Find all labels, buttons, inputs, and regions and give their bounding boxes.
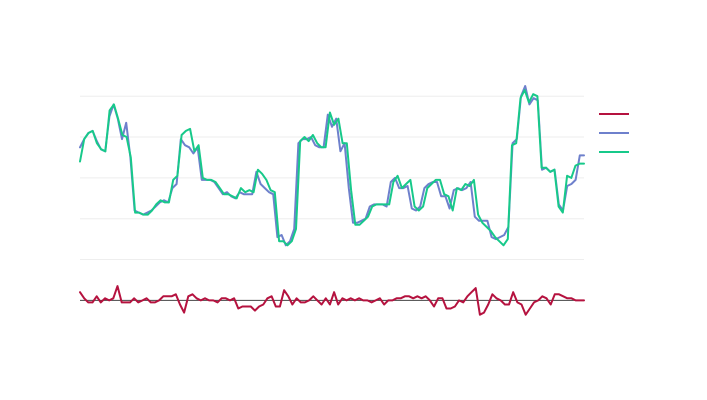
series-line-1[interactable] [79, 285, 585, 316]
series-line-3[interactable] [79, 89, 585, 247]
series-line-2[interactable] [79, 85, 585, 247]
series-lines [79, 85, 585, 316]
gridlines [80, 95, 584, 261]
legend[interactable] [599, 113, 629, 153]
